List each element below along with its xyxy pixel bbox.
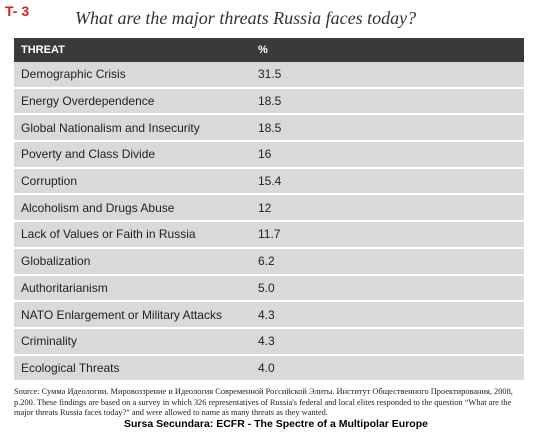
- percent-cell: 11.7: [251, 221, 524, 249]
- table-row: NATO Enlargement or Military Attacks 4.3: [14, 301, 524, 329]
- percent-cell: 6.2: [251, 247, 524, 276]
- percent-cell: 4.3: [251, 301, 524, 329]
- table-row: Globalization 6.2: [14, 247, 524, 276]
- percent-cell: 5.0: [251, 274, 524, 303]
- threat-cell: Criminality: [14, 327, 251, 356]
- percent-cell: 18.5: [251, 114, 524, 143]
- table-row: Global Nationalism and Insecurity 18.5: [14, 114, 524, 143]
- threat-cell: Poverty and Class Divide: [14, 141, 251, 169]
- percent-cell: 31.5: [251, 62, 524, 89]
- percent-cell: 12: [251, 194, 524, 223]
- table-row: Poverty and Class Divide 16: [14, 141, 524, 169]
- percent-cell: 16: [251, 141, 524, 169]
- header-cell: %: [251, 38, 524, 62]
- table-header: THREAT %: [14, 38, 524, 62]
- table-row: Authoritarianism 5.0: [14, 274, 524, 303]
- threat-cell: Alcoholism and Drugs Abuse: [14, 194, 251, 223]
- table-row: Alcoholism and Drugs Abuse 12: [14, 194, 524, 223]
- table-body: Demographic Crisis 31.5 Energy Overdepende…: [14, 62, 524, 383]
- threat-cell: Energy Overdependence: [14, 87, 251, 116]
- source-note: Source: Сумма Идеологии. Мировоззрение и…: [14, 387, 513, 417]
- table-row: Ecological Threats 4.0: [14, 354, 524, 383]
- threat-cell: Authoritarianism: [14, 274, 251, 303]
- title: What are the major threats Russia faces …: [75, 8, 417, 28]
- table-number: T- 3: [5, 3, 30, 19]
- percent-cell: 4.3: [251, 327, 524, 356]
- table-row: Demographic Crisis 31.5: [14, 62, 524, 89]
- threat-cell: Demographic Crisis: [14, 62, 251, 89]
- table-row: Energy Overdependence 18.5: [14, 87, 524, 116]
- percent-cell: 4.0: [251, 354, 524, 383]
- table-row: Lack of Values or Faith in Russia 11.7: [14, 221, 524, 249]
- header-row: THREAT %: [14, 38, 524, 62]
- threat-cell: Global Nationalism and Insecurity: [14, 114, 251, 143]
- percent-cell: 18.5: [251, 87, 524, 116]
- threat-cell: Globalization: [14, 247, 251, 276]
- percent-cell: 15.4: [251, 167, 524, 196]
- table-row: Criminality 4.3: [14, 327, 524, 356]
- table-row: Corruption 15.4: [14, 167, 524, 196]
- threat-cell: Lack of Values or Faith in Russia: [14, 221, 251, 249]
- threat-cell: Corruption: [14, 167, 251, 196]
- threat-cell: Ecological Threats: [14, 354, 251, 383]
- threat-table: THREAT % Demographic Crisis 31.5 Energy Ov…: [14, 38, 524, 383]
- header-cell: THREAT: [14, 38, 251, 62]
- threat-cell: NATO Enlargement or Military Attacks: [14, 301, 251, 329]
- credit: Sursa Secundara: ECFR - The Spectre of a…: [122, 418, 430, 430]
